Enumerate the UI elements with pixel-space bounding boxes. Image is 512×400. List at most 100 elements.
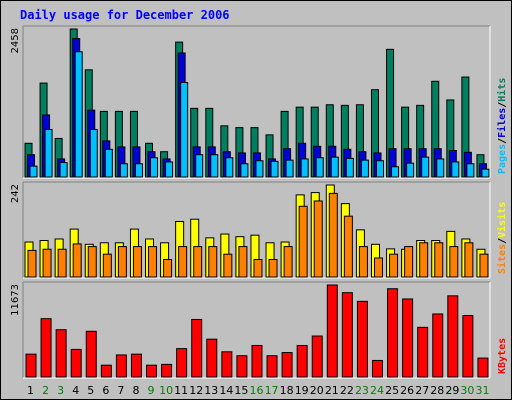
bar-pages-day-25 — [391, 166, 400, 178]
bar-sites-day-16 — [253, 259, 263, 278]
x-tick-day-5: 5 — [87, 384, 94, 397]
legend-label-sites: Sites — [496, 244, 508, 274]
bar-pages-day-14 — [225, 157, 234, 178]
x-tick-day-26: 26 — [400, 384, 414, 397]
x-tick-day-31: 31 — [475, 384, 489, 397]
legend-label-slash: / — [497, 138, 508, 144]
bar-kbytes-day-27 — [417, 326, 429, 378]
bar-pages-day-15 — [240, 163, 249, 178]
bar-kbytes-day-18 — [281, 352, 293, 378]
bar-kbytes-day-17 — [266, 355, 278, 378]
legend-panel-1: Pages/Files/Hits — [496, 78, 508, 174]
bar-pages-day-5 — [89, 128, 98, 178]
bar-sites-day-30 — [464, 242, 474, 278]
x-tick-day-18: 18 — [280, 384, 294, 397]
bar-sites-day-15 — [238, 246, 248, 278]
x-tick-day-15: 15 — [234, 384, 248, 397]
bar-kbytes-day-12 — [191, 318, 203, 378]
bar-sites-day-23 — [358, 246, 368, 278]
bar-sites-day-18 — [283, 246, 293, 278]
legend-panel-2: Sites/Visits — [496, 202, 508, 274]
x-tick-day-13: 13 — [204, 384, 218, 397]
bar-kbytes-day-6 — [100, 364, 112, 378]
x-tick-day-2: 2 — [42, 384, 49, 397]
bar-pages-day-2 — [44, 128, 53, 178]
bar-sites-day-20 — [313, 200, 323, 278]
legend-panel-3: KBytes — [497, 338, 508, 374]
bar-kbytes-day-30 — [462, 315, 474, 378]
x-tick-day-11: 11 — [174, 384, 188, 397]
bar-sites-day-25 — [389, 253, 399, 278]
bar-sites-day-3 — [57, 248, 67, 278]
bar-kbytes-day-16 — [251, 344, 263, 378]
bar-pages-day-1 — [29, 165, 38, 178]
bar-sites-day-17 — [268, 259, 278, 278]
bar-kbytes-day-13 — [206, 338, 218, 378]
bar-kbytes-day-21 — [326, 284, 338, 378]
x-tick-day-17: 17 — [265, 384, 279, 397]
bar-kbytes-day-22 — [341, 292, 353, 378]
bar-pages-day-18 — [285, 159, 294, 178]
x-tick-day-25: 25 — [385, 384, 399, 397]
legend-label-pages: Pages — [497, 144, 508, 174]
bar-sites-day-9 — [148, 246, 158, 278]
bar-sites-day-2 — [42, 248, 52, 278]
bar-pages-day-10 — [165, 161, 174, 178]
bar-pages-day-3 — [59, 162, 68, 178]
bar-pages-day-21 — [330, 156, 339, 178]
bar-pages-day-28 — [436, 158, 445, 178]
x-tick-day-22: 22 — [340, 384, 354, 397]
bar-kbytes-day-19 — [296, 344, 308, 378]
bar-kbytes-day-23 — [356, 300, 368, 378]
chart-title: Daily usage for December 2006 — [20, 8, 230, 22]
x-tick-day-9: 9 — [148, 384, 155, 397]
bar-sites-day-21 — [328, 192, 338, 278]
x-tick-day-21: 21 — [325, 384, 339, 397]
bar-sites-day-22 — [343, 215, 353, 278]
bar-sites-day-24 — [373, 257, 383, 278]
bar-sites-day-8 — [132, 246, 142, 278]
x-tick-day-14: 14 — [219, 384, 233, 397]
y-max-label-panel-3: 11673 — [10, 284, 21, 316]
x-tick-day-19: 19 — [295, 384, 309, 397]
bar-sites-day-11 — [178, 246, 188, 278]
x-tick-day-4: 4 — [72, 384, 79, 397]
bar-sites-day-10 — [163, 259, 173, 278]
bar-pages-day-6 — [104, 148, 113, 178]
bar-kbytes-day-15 — [236, 355, 248, 378]
x-tick-day-23: 23 — [355, 384, 369, 397]
bar-sites-day-29 — [449, 246, 459, 278]
bar-sites-day-13 — [208, 246, 218, 278]
bar-pages-day-30 — [466, 163, 475, 178]
x-tick-day-12: 12 — [189, 384, 203, 397]
bar-pages-day-11 — [180, 81, 189, 178]
bar-pages-day-9 — [150, 157, 159, 178]
bar-sites-day-12 — [193, 246, 203, 278]
x-tick-day-24: 24 — [370, 384, 384, 397]
bar-kbytes-day-14 — [221, 351, 233, 378]
bar-kbytes-day-25 — [387, 288, 399, 378]
bar-pages-day-19 — [300, 158, 309, 178]
bar-kbytes-day-1 — [25, 353, 37, 378]
bar-kbytes-day-2 — [40, 318, 52, 378]
bar-sites-day-1 — [27, 249, 37, 278]
x-tick-day-16: 16 — [250, 384, 264, 397]
legend-label-visits: Visits — [496, 202, 508, 238]
legend-label-hits: Hits — [496, 78, 508, 102]
bar-kbytes-day-28 — [432, 313, 444, 378]
x-tick-day-7: 7 — [117, 384, 124, 397]
bar-kbytes-day-7 — [115, 354, 127, 378]
bar-sites-day-19 — [298, 205, 308, 278]
bar-kbytes-day-5 — [85, 330, 97, 378]
x-tick-day-30: 30 — [460, 384, 474, 397]
bar-pages-day-23 — [360, 159, 369, 178]
bar-pages-day-8 — [134, 163, 143, 178]
bar-sites-day-6 — [102, 253, 112, 278]
bar-sites-day-14 — [223, 253, 233, 278]
x-tick-day-8: 8 — [132, 384, 139, 397]
bar-sites-day-26 — [404, 246, 414, 278]
bar-sites-day-5 — [87, 246, 97, 278]
bar-sites-day-4 — [72, 243, 82, 278]
bar-pages-day-12 — [195, 154, 204, 178]
